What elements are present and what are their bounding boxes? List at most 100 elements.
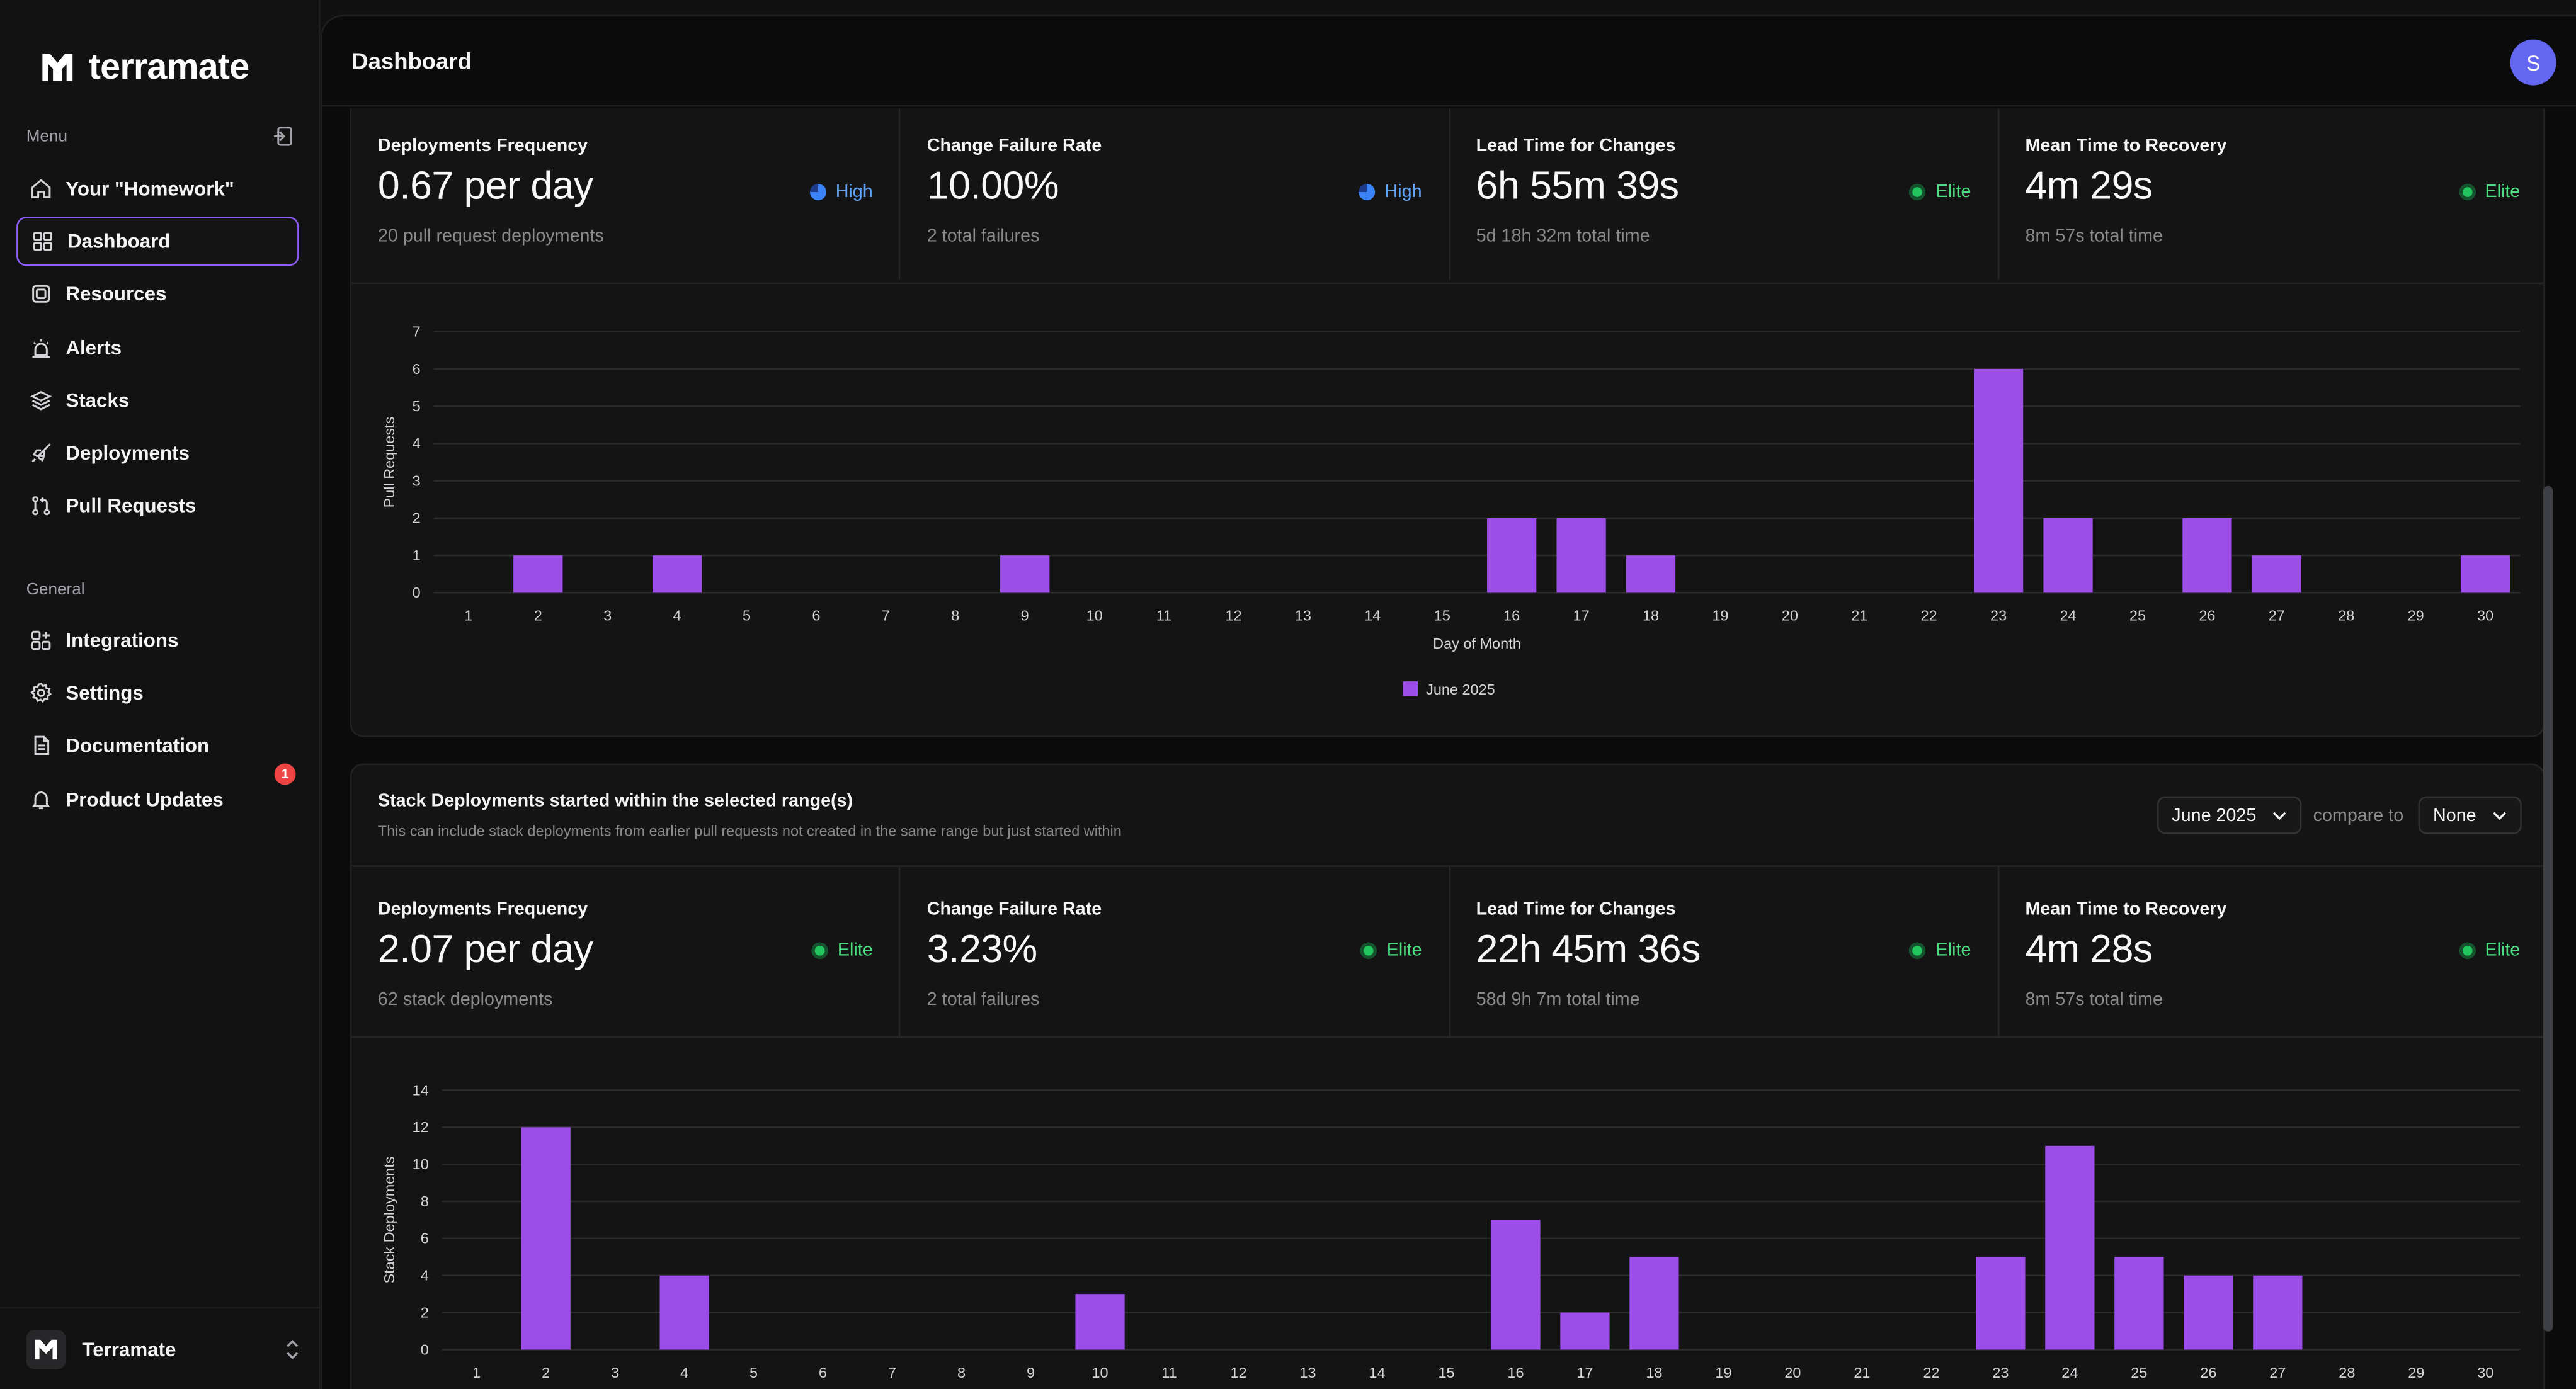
- rating-label: High: [835, 182, 873, 202]
- sidebar-item-stacks[interactable]: Stacks: [16, 375, 299, 424]
- y-tick-label: 7: [413, 324, 421, 340]
- x-tick-label: 16: [1503, 608, 1520, 624]
- sidebar-item-label: Alerts: [66, 336, 122, 359]
- metric-value: 3.23%: [926, 927, 1037, 972]
- bar-day-27: [2253, 1275, 2303, 1350]
- high-rating-icon: [1358, 184, 1375, 201]
- metric-subtext: 62 stack deployments: [377, 990, 553, 1010]
- bar-day-24: [2043, 518, 2093, 593]
- org-switcher[interactable]: Terramate: [0, 1307, 321, 1389]
- x-tick-label: 9: [1027, 1364, 1035, 1381]
- x-tick-label: 14: [1369, 1364, 1385, 1381]
- x-tick-label: 15: [1434, 608, 1450, 624]
- section-description: This can include stack deployments from …: [377, 822, 1122, 839]
- integrations-icon: [31, 630, 51, 650]
- bar-day-26: [2182, 518, 2232, 593]
- collapse-sidebar-icon[interactable]: [271, 125, 297, 151]
- bar-day-18: [1629, 1257, 1679, 1350]
- metric-mttr: Mean Time to Recovery 4m 28s 8m 57s tota…: [1999, 867, 2543, 1036]
- x-tick-label: 10: [1091, 1364, 1108, 1381]
- sidebar-item-integrations[interactable]: Integrations: [16, 616, 299, 665]
- scrollbar[interactable]: [2543, 485, 2553, 1332]
- y-axis-label: Stack Deployments: [381, 1156, 397, 1283]
- topbar: Dashboard S: [322, 16, 2576, 107]
- x-tick-label: 18: [1643, 608, 1659, 624]
- y-tick-label: 0: [413, 584, 421, 601]
- dashboard-icon: [33, 232, 52, 251]
- metric-value: 6h 55m 39s: [1476, 164, 1679, 209]
- rating-label: High: [1384, 182, 1422, 202]
- rocket-icon: [31, 443, 50, 463]
- x-tick-label: 26: [2200, 1364, 2216, 1381]
- rating-label: Elite: [837, 941, 873, 961]
- high-rating-icon: [809, 184, 826, 201]
- rating-badge: High: [1358, 182, 1422, 202]
- x-tick-label: 27: [2269, 608, 2285, 624]
- divider: [351, 282, 2543, 285]
- x-tick-label: 1: [472, 1364, 481, 1381]
- bar-day-16: [1491, 1220, 1541, 1350]
- x-tick-label: 6: [819, 1364, 827, 1381]
- x-tick-label: 22: [1921, 608, 1937, 624]
- rating-label: Elite: [1935, 182, 1971, 202]
- metric-label: Lead Time for Changes: [1476, 899, 1676, 920]
- user-avatar[interactable]: S: [2510, 39, 2556, 86]
- metric-deployment-frequency: Deployments Frequency 2.07 per day 62 st…: [351, 866, 901, 1036]
- y-tick-label: 12: [413, 1119, 429, 1135]
- y-tick-label: 3: [413, 472, 421, 489]
- pr-deployments-card: Deployments Frequency 0.67 per day 20 pu…: [350, 108, 2545, 737]
- menu-section-label: Menu: [26, 128, 67, 147]
- main-menu: Your "Homework" Dashboard Resources Aler…: [16, 164, 299, 535]
- metric-subtext: 2 total failures: [926, 990, 1040, 1010]
- sidebar-item-settings[interactable]: Settings: [16, 669, 299, 718]
- x-tick-label: 8: [951, 608, 959, 624]
- sidebar-item-documentation[interactable]: Documentation: [16, 722, 299, 771]
- compare-select[interactable]: None: [2418, 796, 2522, 834]
- x-tick-label: 21: [1854, 1364, 1870, 1381]
- sidebar-item-dashboard[interactable]: Dashboard: [16, 217, 299, 266]
- y-tick-label: 0: [421, 1341, 429, 1358]
- x-tick-label: 2: [534, 608, 542, 624]
- legend-label: June 2025: [1426, 681, 1495, 698]
- metric-deployment-frequency: Deployments Frequency 0.67 per day 20 pu…: [351, 108, 901, 280]
- sidebar-item-alerts[interactable]: Alerts: [16, 323, 299, 372]
- bar-day-27: [2252, 555, 2301, 593]
- x-tick-label: 26: [2199, 608, 2215, 624]
- bar-day-10: [1075, 1294, 1125, 1350]
- x-tick-label: 10: [1086, 608, 1103, 624]
- x-tick-label: 28: [2338, 608, 2354, 624]
- y-tick-label: 1: [413, 547, 421, 564]
- x-tick-label: 30: [2477, 608, 2493, 624]
- notification-badge: 1: [274, 763, 296, 785]
- elite-rating-icon: [2458, 184, 2475, 201]
- elite-rating-icon: [1909, 942, 1926, 959]
- rating-label: Elite: [2485, 941, 2521, 961]
- y-axis-label: Pull Requests: [381, 417, 397, 508]
- sidebar-item-deployments[interactable]: Deployments: [16, 428, 299, 477]
- x-tick-label: 4: [673, 608, 681, 624]
- chevron-down-icon: [2273, 811, 2287, 819]
- compare-select-value: None: [2433, 805, 2476, 825]
- range-select[interactable]: June 2025: [2157, 796, 2303, 834]
- alarm-icon: [32, 338, 50, 357]
- metric-label: Change Failure Rate: [926, 899, 1102, 920]
- sidebar-item-label: Settings: [66, 681, 144, 705]
- x-tick-label: 12: [1225, 608, 1241, 624]
- x-tick-label: 3: [603, 608, 612, 624]
- metric-label: Lead Time for Changes: [1476, 136, 1676, 156]
- y-tick-label: 8: [421, 1193, 429, 1210]
- bar-day-16: [1487, 518, 1537, 593]
- y-tick-label: 14: [413, 1082, 429, 1098]
- sidebar-item-homework[interactable]: Your "Homework": [16, 164, 299, 213]
- metric-subtext: 5d 18h 32m total time: [1476, 226, 1650, 247]
- compare-label: compare to: [2313, 806, 2404, 826]
- rating-badge: High: [809, 182, 873, 202]
- brand-logo[interactable]: terramate: [40, 46, 249, 89]
- metric-value: 2.07 per day: [377, 927, 593, 972]
- bar-day-25: [2114, 1257, 2164, 1350]
- sidebar: terramate Menu Your "Homework" Dashboard…: [0, 0, 321, 1389]
- sidebar-item-resources[interactable]: Resources: [16, 270, 299, 319]
- sidebar-item-pull-requests[interactable]: Pull Requests: [16, 481, 299, 530]
- sidebar-item-product-updates[interactable]: Product Updates 1: [16, 763, 299, 824]
